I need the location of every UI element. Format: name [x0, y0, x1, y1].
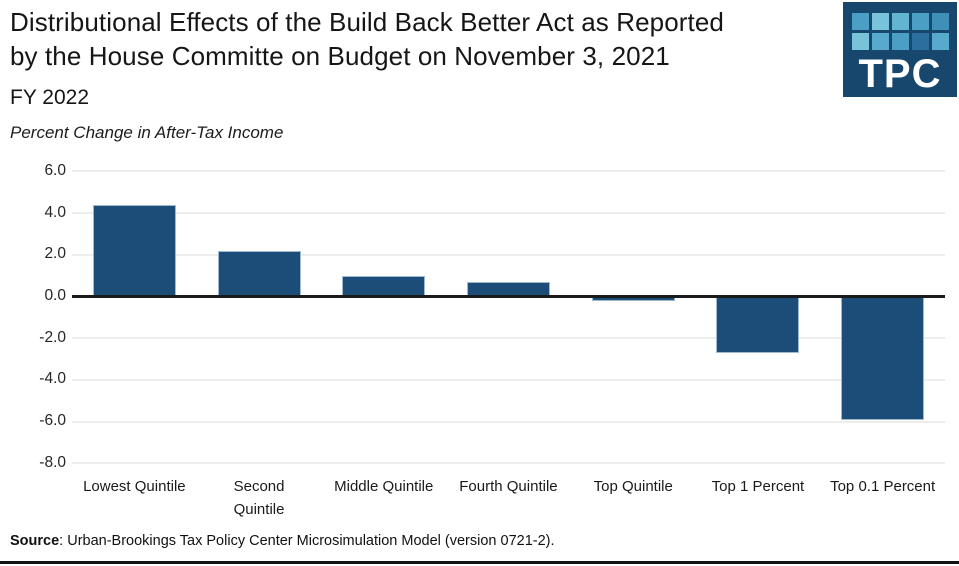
source-text: : Urban-Brookings Tax Policy Center Micr…	[59, 533, 555, 549]
chart-title: Distributional Effects of the Build Back…	[10, 5, 724, 73]
logo-square	[872, 13, 889, 30]
gridline--8.0	[72, 462, 945, 465]
y-tick-label: 2.0	[44, 245, 66, 263]
logo-square	[892, 13, 909, 30]
bottom-divider	[0, 561, 959, 564]
y-tick-label: -2.0	[39, 328, 66, 346]
chart-title-line2: by the House Committe on Budget on Novem…	[10, 41, 670, 71]
gridline--4.0	[72, 378, 945, 381]
x-axis-label-second-quintile: Second Quintile	[233, 478, 285, 518]
source-label: Source	[10, 533, 60, 549]
y-tick-label: 6.0	[44, 161, 66, 179]
tpc-logo-squares-icon	[852, 13, 949, 50]
x-axis-label-lowest-quintile: Lowest Quintile	[83, 478, 186, 495]
x-axis-label-top-0-1-percent: Top 0.1 Percent	[830, 478, 936, 495]
logo-square	[912, 13, 929, 30]
chart-title-line1: Distributional Effects of the Build Back…	[10, 7, 724, 37]
zero-axis-line	[72, 295, 945, 298]
bar-top-0-1-percent	[841, 296, 925, 420]
y-tick-label: -8.0	[39, 453, 66, 471]
gridline-4.0	[72, 212, 945, 215]
x-axis-label-fourth-quintile: Fourth Quintile	[459, 478, 558, 495]
logo-square	[852, 33, 869, 50]
bar-second-quintile	[217, 250, 301, 297]
logo-square	[872, 33, 889, 50]
gridline--2.0	[72, 337, 945, 340]
source-note: Source: Urban-Brookings Tax Policy Cente…	[10, 533, 555, 549]
y-tick-label: -6.0	[39, 412, 66, 430]
chart-subtitle: FY 2022	[10, 86, 90, 109]
x-axis-label-middle-quintile: Middle Quintile	[334, 478, 434, 495]
tpc-logo-text: TPC	[858, 52, 942, 96]
logo-square	[932, 13, 949, 30]
logo-square	[852, 13, 869, 30]
x-axis-label-top-1-percent: Top 1 Percent	[711, 478, 805, 495]
bar-lowest-quintile	[92, 204, 176, 297]
logo-square	[892, 33, 909, 50]
gridline--6.0	[72, 420, 945, 423]
bar-middle-quintile	[342, 275, 426, 297]
y-tick-label: 0.0	[44, 287, 66, 304]
tpc-logo: TPC	[843, 2, 957, 97]
gridline-2.0	[72, 253, 945, 256]
logo-square	[932, 33, 949, 50]
x-axis-label-top-quintile: Top Quintile	[593, 478, 673, 495]
y-tick-label: -4.0	[39, 370, 66, 388]
y-axis-note: Percent Change in After-Tax Income	[10, 123, 284, 142]
gridline-6.0	[72, 170, 945, 173]
logo-square	[912, 33, 929, 50]
bar-top-1-percent	[716, 296, 800, 353]
y-tick-label: 4.0	[44, 203, 66, 221]
